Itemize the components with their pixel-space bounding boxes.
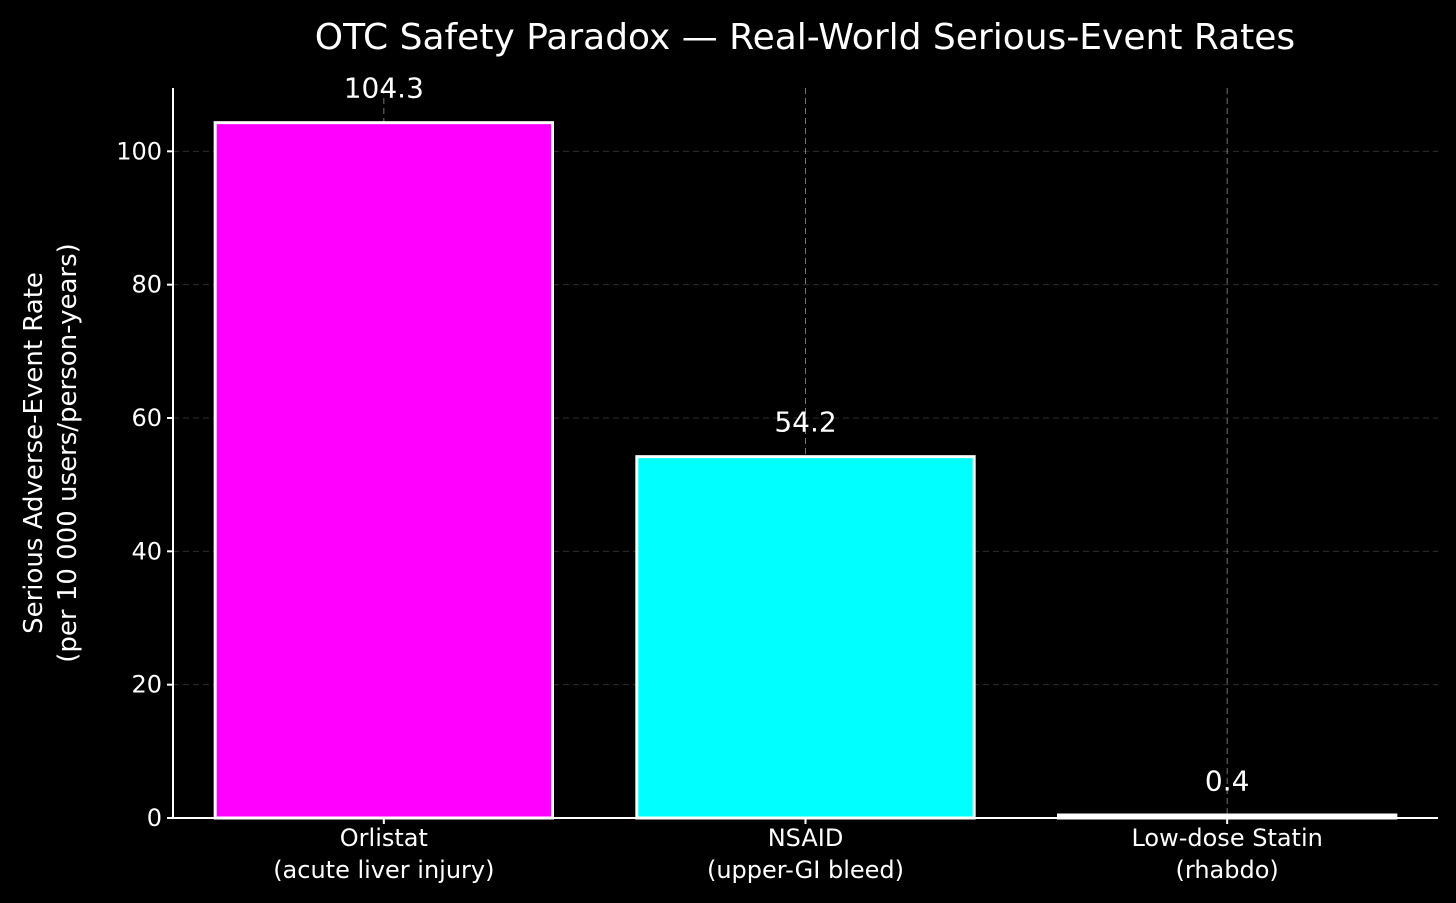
x-ticks: Orlistat (acute liver injury) NSAID (upper-… [273,818,1323,884]
x-tick-label-line: (upper-GI bleed) [707,856,904,884]
x-tick-label-line: (rhabdo) [1176,856,1279,884]
bar-1 [635,455,976,820]
y-tick-label: 20 [131,671,162,699]
x-tick-label: Orlistat (acute liver injury) [273,824,494,884]
y-axis-title-line: Serious Adverse-Event Rate [19,272,49,634]
x-tick-label-line: Orlistat [340,824,428,852]
x-tick-label-line: NSAID [768,824,844,852]
chart-title: OTC Safety Paradox — Real-World Serious-… [315,17,1295,58]
bars-layer [213,121,1398,820]
x-tick-label-line: Low-dose Statin [1131,824,1322,852]
y-axis-title: Serious Adverse-Event Rate (per 10 000 us… [19,243,83,663]
y-tick-label: 80 [131,271,162,299]
y-tick-label: 0 [147,804,162,832]
value-label-0: 104.3 [344,72,424,105]
x-tick-label-line: (acute liver injury) [273,856,494,884]
value-label-1: 54.2 [774,406,836,439]
y-axis-label: Serious Adverse-Event Rate (per 10 000 us… [19,243,83,663]
y-tick-label: 40 [131,537,162,565]
y-ticks: 0 20 40 60 80 100 [116,137,173,832]
value-label-2: 0.4 [1205,764,1250,797]
x-tick-label: NSAID (upper-GI bleed) [707,824,904,884]
bar-0 [213,121,555,820]
value-labels: 104.3 54.2 0.4 [344,72,1250,798]
y-tick-label: 100 [116,137,162,165]
y-tick-label: 60 [131,404,162,432]
y-axis-title-line: (per 10 000 users/person-years) [53,243,83,663]
x-tick-label: Low-dose Statin (rhabdo) [1131,824,1322,884]
